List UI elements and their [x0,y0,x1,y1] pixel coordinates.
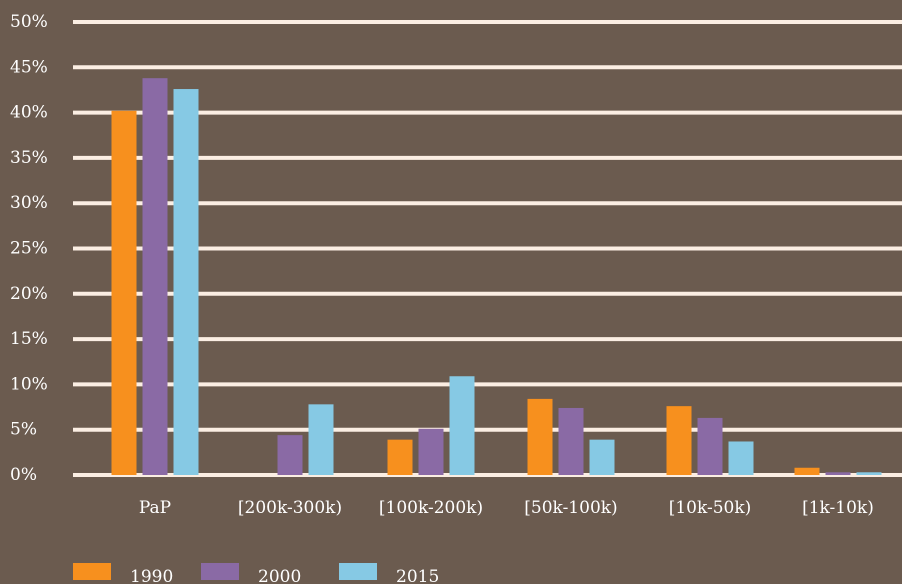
bar-1990 [666,406,692,475]
y-tick-label: 0% [10,465,37,485]
y-tick-label: 50% [10,12,48,32]
legend-swatch-1990 [73,563,111,580]
y-tick-label: 40% [10,103,48,123]
x-tick-label: [10k-50k) [669,498,752,518]
y-tick-label: 25% [10,239,48,259]
legend-label: 2015 [396,567,439,584]
bar-2015 [308,404,334,475]
y-tick-label: 5% [10,420,37,440]
y-tick-label: 15% [10,329,48,349]
bar-2000 [558,407,584,475]
bar-1990 [111,110,137,476]
x-tick-label: PaP [139,498,171,518]
x-tick-label: [100k-200k) [379,498,483,518]
legend-label: 2000 [258,567,301,584]
y-tick-label: 20% [10,284,48,304]
legend-label: 1990 [130,567,173,584]
bar-2000 [825,472,851,475]
legend-swatch-2015 [339,563,377,580]
y-tick-label: 45% [10,57,48,77]
bar-2000 [697,417,723,475]
bar-2015 [173,89,199,475]
bar-1990 [527,398,553,475]
bar-2015 [728,441,754,475]
legend-swatch-2000 [201,563,239,580]
y-tick-label: 10% [10,374,48,394]
y-tick-label: 30% [10,193,48,213]
bar-2015 [856,472,882,475]
x-tick-label: [1k-10k) [802,498,874,518]
bar-2015 [589,439,615,475]
bar-2015 [449,376,475,475]
x-tick-label: [200k-300k) [238,498,342,518]
bar-2000 [142,78,168,475]
bar-2000 [277,435,303,475]
bar-2000 [418,428,444,475]
bar-1990 [794,467,820,475]
bar-1990 [387,439,413,475]
x-tick-label: [50k-100k) [524,498,617,518]
y-tick-label: 35% [10,148,48,168]
